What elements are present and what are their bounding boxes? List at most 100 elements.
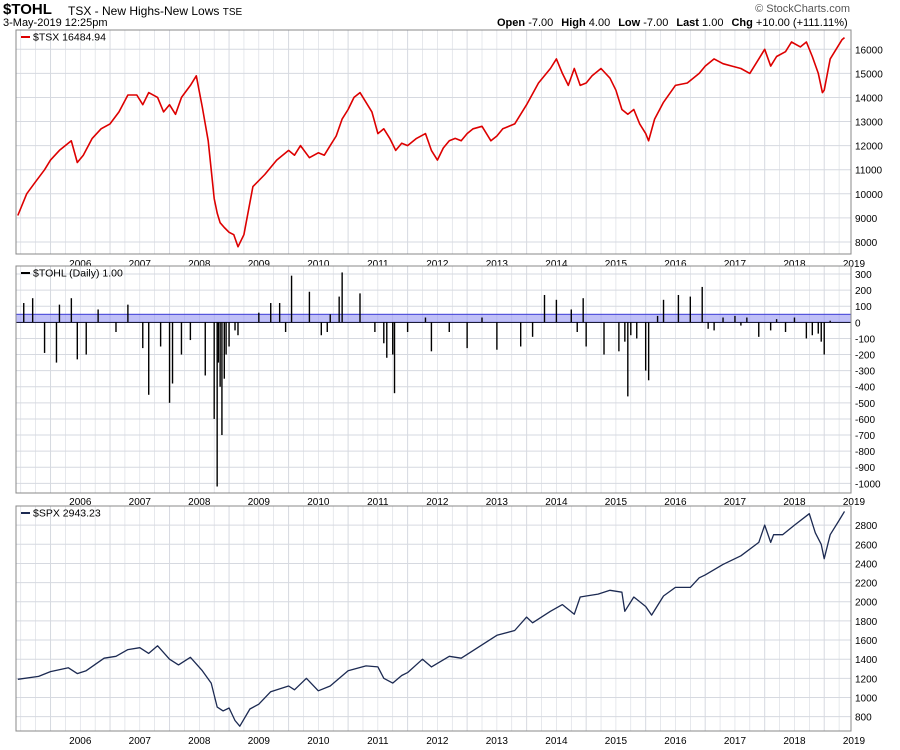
quote-summary: Open -7.00 High 4.00 Low -7.00 Last 1.00 Chg… [497, 17, 848, 29]
y-tick-label: -300 [855, 367, 875, 378]
x-tick-label: 2007 [129, 736, 152, 747]
y-tick-label: -600 [855, 415, 875, 426]
x-tick-label: 2019 [843, 497, 866, 508]
panel-top: 8000 9000 10000 11000 12000 13000 14000 15000 16… [15, 29, 883, 270]
y-tick-label: 1600 [855, 636, 878, 647]
x-tick-label: 2016 [664, 497, 687, 508]
y-tick-label: 0 [855, 318, 861, 329]
x-tick-label: 2013 [486, 497, 509, 508]
y-tick-label: 15000 [855, 69, 883, 80]
low-value: -7.00 [643, 17, 669, 29]
x-tick-label: 2017 [724, 736, 747, 747]
y-tick-label: 2600 [855, 540, 878, 551]
x-tick-label: 2014 [545, 259, 568, 270]
y-tick-label: 2200 [855, 579, 878, 590]
x-tick-label: 2006 [69, 736, 92, 747]
symbol-description: TSX - New Highs-New Lows TSE [68, 4, 242, 18]
y-tick-label: 2400 [855, 559, 878, 570]
y-tick-label: -900 [855, 463, 875, 474]
symbol-title: $TOHL [3, 1, 52, 18]
plot-background [16, 506, 851, 731]
y-tick-label: -500 [855, 399, 875, 410]
y-tick-label: 200 [855, 286, 872, 297]
low-label: Low [618, 17, 641, 29]
x-tick-label: 2006 [69, 497, 92, 508]
y-tick-label: 10000 [855, 190, 883, 201]
plot-frame [15, 265, 852, 494]
x-tick-label: 2014 [545, 736, 568, 747]
series-line-spx [17, 511, 846, 727]
y-tick-label: 1000 [855, 693, 878, 704]
y-tick-label: -1000 [855, 479, 881, 490]
legend-label: $TOHL (Daily) 1.00 [33, 268, 123, 280]
panel-middle: 300 200 100 0 -100 -200 -300 -400 -500 -600 -700 -8… [15, 265, 881, 508]
legend-bottom: $SPX 2943.23 [21, 508, 101, 520]
y-tick-label: -200 [855, 351, 875, 362]
plot-frame [15, 29, 852, 255]
y-tick-label: 100 [855, 302, 872, 313]
x-tick-label: 2018 [783, 259, 806, 270]
plot-frame [15, 505, 852, 732]
y-tick-label: 2800 [855, 521, 878, 532]
x-tick-label: 2019 [843, 259, 866, 270]
x-tick-label: 2009 [248, 497, 271, 508]
x-tick-label: 2006 [69, 259, 92, 270]
x-tick-label: 2008 [188, 259, 211, 270]
last-value: 1.00 [702, 17, 724, 29]
x-tick-label: 2012 [426, 259, 449, 270]
y-tick-label: 11000 [855, 166, 883, 177]
x-tick-label: 2010 [307, 736, 330, 747]
plot-background [16, 266, 851, 493]
chart-header: $TOHL TSX - New Highs-New Lows TSE © Sto… [0, 0, 900, 30]
x-tick-label: 2012 [426, 736, 449, 747]
x-tick-label: 2013 [486, 736, 509, 747]
x-tick-label: 2013 [486, 259, 509, 270]
x-tick-label: 2011 [367, 497, 389, 508]
chg-value: +10.00 (+111.11%) [755, 17, 848, 29]
y-tick-label: 300 [855, 270, 872, 281]
x-tick-label: 2018 [783, 497, 806, 508]
x-tick-label: 2016 [664, 736, 687, 747]
series-bars-tohl [23, 272, 840, 487]
y-tick-label: 1400 [855, 655, 878, 666]
y-tick-label: 13000 [855, 118, 883, 129]
y-tick-label: 1800 [855, 617, 878, 628]
x-tick-label: 2011 [367, 736, 389, 747]
quote-datetime: 3-May-2019 12:25pm [3, 17, 108, 29]
high-label: High [561, 17, 586, 29]
open-label: Open [497, 17, 526, 29]
x-tick-label: 2016 [664, 259, 687, 270]
plot-background [16, 30, 851, 254]
x-tick-label: 2012 [426, 497, 449, 508]
panel-bottom: 800 1000 1200 1400 1600 1800 2000 2200 2400 2600 2… [15, 505, 878, 747]
legend-middle: $TOHL (Daily) 1.00 [21, 268, 123, 280]
x-tick-label: 2017 [724, 497, 747, 508]
y-tick-label: -400 [855, 383, 875, 394]
x-tick-label: 2015 [605, 736, 628, 747]
x-tick-label: 2017 [724, 259, 747, 270]
y-tick-label: 800 [855, 713, 872, 724]
x-tick-label: 2008 [188, 497, 211, 508]
x-tick-label: 2015 [605, 497, 628, 508]
last-label: Last [676, 17, 699, 29]
series-line-tsx [17, 36, 846, 248]
y-tick-label: 2000 [855, 598, 878, 609]
x-tick-label: 2015 [605, 259, 628, 270]
x-tick-label: 2007 [129, 259, 152, 270]
y-tick-label: -700 [855, 431, 875, 442]
chg-label: Chg [731, 17, 753, 29]
x-tick-label: 2018 [783, 736, 806, 747]
x-tick-label: 2010 [307, 259, 330, 270]
x-tick-label: 2011 [367, 259, 389, 270]
exchange-label: TSE [222, 7, 243, 18]
x-tick-label: 2010 [307, 497, 330, 508]
y-tick-label: -800 [855, 447, 875, 458]
legend-top: $TSX 16484.94 [21, 32, 106, 44]
x-tick-label: 2014 [545, 497, 568, 508]
x-tick-label: 2019 [843, 736, 866, 747]
y-tick-label: 12000 [855, 142, 883, 153]
x-tick-label: 2007 [129, 497, 152, 508]
brand-watermark[interactable]: © StockCharts.com [755, 3, 850, 15]
legend-label: $TSX 16484.94 [33, 32, 106, 44]
